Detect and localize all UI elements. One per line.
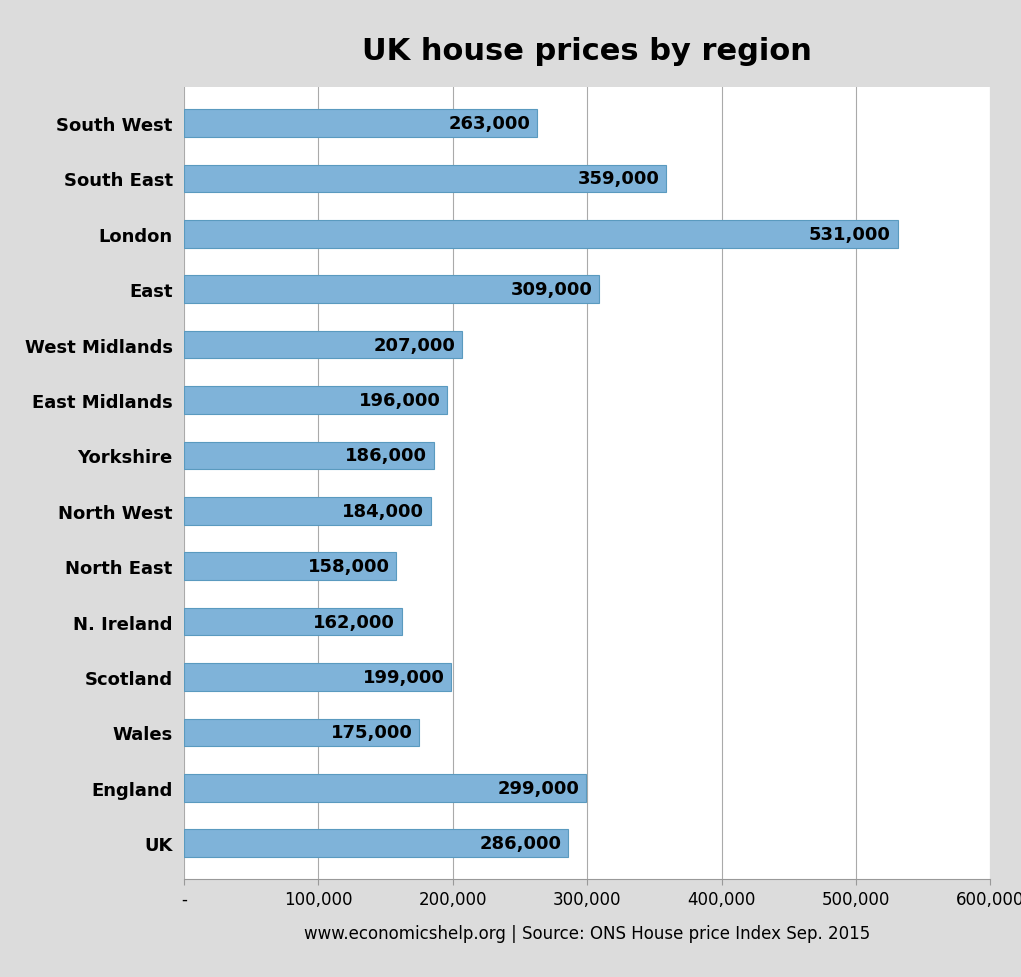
Bar bbox=[184, 553, 396, 580]
Bar bbox=[184, 663, 451, 691]
Bar bbox=[184, 719, 419, 746]
Text: 309,000: 309,000 bbox=[510, 281, 592, 299]
Text: 207,000: 207,000 bbox=[374, 336, 455, 355]
X-axis label: www.economicshelp.org | Source: ONS House price Index Sep. 2015: www.economicshelp.org | Source: ONS Hous… bbox=[304, 924, 870, 943]
Bar bbox=[184, 443, 434, 470]
Text: 175,000: 175,000 bbox=[331, 724, 412, 742]
Text: 196,000: 196,000 bbox=[358, 392, 440, 409]
Bar bbox=[184, 829, 569, 857]
Text: 531,000: 531,000 bbox=[809, 226, 891, 243]
Text: 359,000: 359,000 bbox=[578, 170, 660, 189]
Bar bbox=[184, 497, 431, 525]
Bar bbox=[184, 608, 401, 636]
Text: 199,000: 199,000 bbox=[362, 668, 444, 686]
Text: 299,000: 299,000 bbox=[497, 779, 579, 797]
Bar bbox=[184, 165, 667, 193]
Text: 286,000: 286,000 bbox=[480, 834, 562, 852]
Text: 158,000: 158,000 bbox=[307, 558, 389, 575]
Text: 184,000: 184,000 bbox=[342, 502, 425, 521]
Title: UK house prices by region: UK house prices by region bbox=[362, 37, 812, 66]
Bar bbox=[184, 110, 537, 138]
Text: 263,000: 263,000 bbox=[449, 115, 531, 133]
Bar bbox=[184, 276, 599, 304]
Text: 186,000: 186,000 bbox=[345, 446, 427, 465]
Bar bbox=[184, 387, 447, 414]
Bar bbox=[184, 221, 897, 248]
Bar bbox=[184, 774, 586, 802]
Text: 162,000: 162,000 bbox=[313, 613, 395, 631]
Bar bbox=[184, 331, 463, 360]
